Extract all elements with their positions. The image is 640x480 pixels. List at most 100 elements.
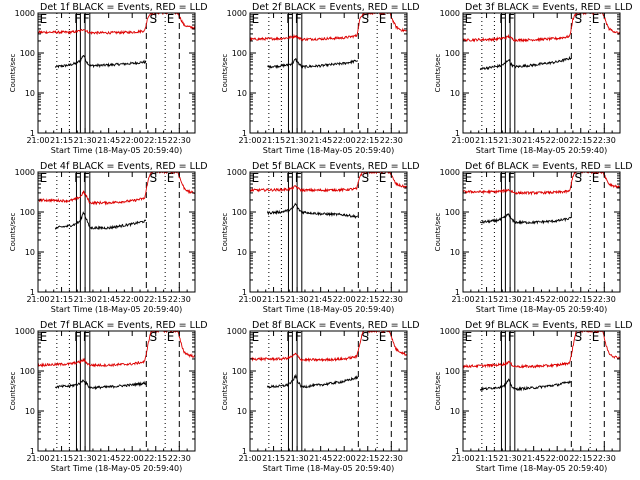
interval-marker-f: F (286, 12, 293, 26)
x-tick-label: 21:30 (286, 454, 309, 463)
interval-marker-f: F (83, 330, 90, 344)
interval-marker-e: E (252, 12, 260, 26)
interval-marker-e: E (379, 171, 387, 185)
plot-frame (249, 330, 408, 452)
y-tick-label: 1 (242, 447, 247, 456)
y-axis-label: Counts/sec (9, 213, 17, 252)
y-tick-label: 1 (30, 447, 35, 456)
x-tick-label: 21:00 (451, 136, 474, 145)
x-tick-label: 21:00 (451, 295, 474, 304)
interval-marker-s: S (361, 171, 369, 185)
x-tick-label: 21:15 (50, 454, 73, 463)
interval-marker-s: S (574, 171, 582, 185)
x-tick-label: 22:00 (546, 295, 569, 304)
x-tick-label: 21:30 (286, 136, 309, 145)
x-tick-label: 21:30 (499, 454, 522, 463)
x-tick-label: 21:00 (238, 295, 261, 304)
x-tick-label: 22:00 (333, 136, 356, 145)
x-tick-label: 22:00 (121, 136, 144, 145)
series-line-events (479, 213, 572, 225)
y-tick-label: 100 (20, 208, 35, 217)
x-tick-label: 21:15 (475, 136, 498, 145)
interval-marker-e: E (379, 330, 387, 344)
y-tick-label: 1 (30, 288, 35, 297)
x-tick-label: 21:15 (475, 454, 498, 463)
y-tick-label: 100 (20, 367, 35, 376)
series-line-events (54, 211, 147, 231)
x-tick-label: 22:00 (121, 295, 144, 304)
y-tick-label: 10 (25, 407, 35, 416)
x-tick-label: 21:45 (309, 136, 332, 145)
y-tick-label: 1000 (227, 168, 247, 177)
interval-marker-f: F (508, 171, 515, 185)
panel-title: Det 2f BLACK = Events, RED = LLD (252, 2, 420, 13)
interval-marker-e: E (379, 12, 387, 26)
y-tick-label: 1000 (227, 9, 247, 18)
x-tick-label: 22:15 (356, 136, 379, 145)
plot-frame (37, 330, 196, 452)
y-tick-label: 1000 (227, 327, 247, 336)
series-line-events (479, 378, 572, 392)
y-tick-label: 1000 (440, 9, 460, 18)
series-line-events (54, 379, 147, 391)
y-axis-label: Counts/sec (9, 372, 17, 411)
series-line-lld (38, 172, 195, 206)
y-tick-label: 100 (445, 208, 460, 217)
interval-marker-s: S (149, 12, 157, 26)
interval-marker-s: S (149, 330, 157, 344)
plot-frame (462, 171, 621, 293)
plot-frame (249, 12, 408, 134)
y-tick-label: 10 (237, 407, 247, 416)
series-line-events (54, 55, 147, 69)
y-tick-label: 100 (232, 49, 247, 58)
plot-frame (462, 330, 621, 452)
y-tick-label: 1 (455, 288, 460, 297)
x-tick-label: 21:45 (522, 454, 545, 463)
interval-marker-f: F (286, 330, 293, 344)
x-tick-label: 22:00 (121, 454, 144, 463)
panel-title: Det 1f BLACK = Events, RED = LLD (40, 2, 208, 13)
y-tick-label: 1000 (15, 9, 35, 18)
panel-title: Det 3f BLACK = Events, RED = LLD (465, 2, 633, 13)
x-axis-label: Start Time (18-May-05 20:59:40) (51, 305, 182, 314)
x-tick-label: 21:00 (238, 136, 261, 145)
interval-marker-e: E (167, 171, 175, 185)
x-tick-label: 21:30 (286, 295, 309, 304)
y-tick-label: 100 (20, 49, 35, 58)
panel-title: Det 9f BLACK = Events, RED = LLD (465, 320, 633, 331)
x-tick-label: 22:30 (168, 295, 191, 304)
interval-marker-s: S (574, 330, 582, 344)
x-tick-label: 22:30 (593, 136, 616, 145)
interval-marker-e: E (592, 12, 600, 26)
x-tick-label: 21:45 (522, 136, 545, 145)
y-axis-label: Counts/sec (434, 213, 442, 252)
panel-title: Det 5f BLACK = Events, RED = LLD (252, 161, 420, 172)
x-tick-label: 21:45 (97, 295, 120, 304)
interval-marker-f: F (499, 12, 506, 26)
x-axis-label: Start Time (18-May-05 20:59:40) (476, 305, 607, 314)
interval-marker-e: E (167, 12, 175, 26)
interval-marker-f: F (74, 171, 81, 185)
interval-marker-f: F (499, 330, 506, 344)
x-tick-label: 21:30 (499, 295, 522, 304)
y-tick-label: 1 (455, 129, 460, 138)
interval-marker-e: E (465, 171, 473, 185)
interval-marker-f: F (508, 330, 515, 344)
x-tick-label: 21:00 (238, 454, 261, 463)
x-tick-label: 22:30 (168, 136, 191, 145)
x-axis-label: Start Time (18-May-05 20:59:40) (263, 464, 394, 473)
interval-marker-f: F (83, 12, 90, 26)
series-line-events (267, 57, 359, 70)
plot-frame (462, 12, 621, 134)
interval-marker-e: E (167, 330, 175, 344)
x-tick-label: 21:45 (97, 454, 120, 463)
interval-marker-s: S (149, 171, 157, 185)
y-axis-label: Counts/sec (221, 372, 229, 411)
panel-title: Det 6f BLACK = Events, RED = LLD (465, 161, 633, 172)
interval-marker-f: F (508, 12, 515, 26)
